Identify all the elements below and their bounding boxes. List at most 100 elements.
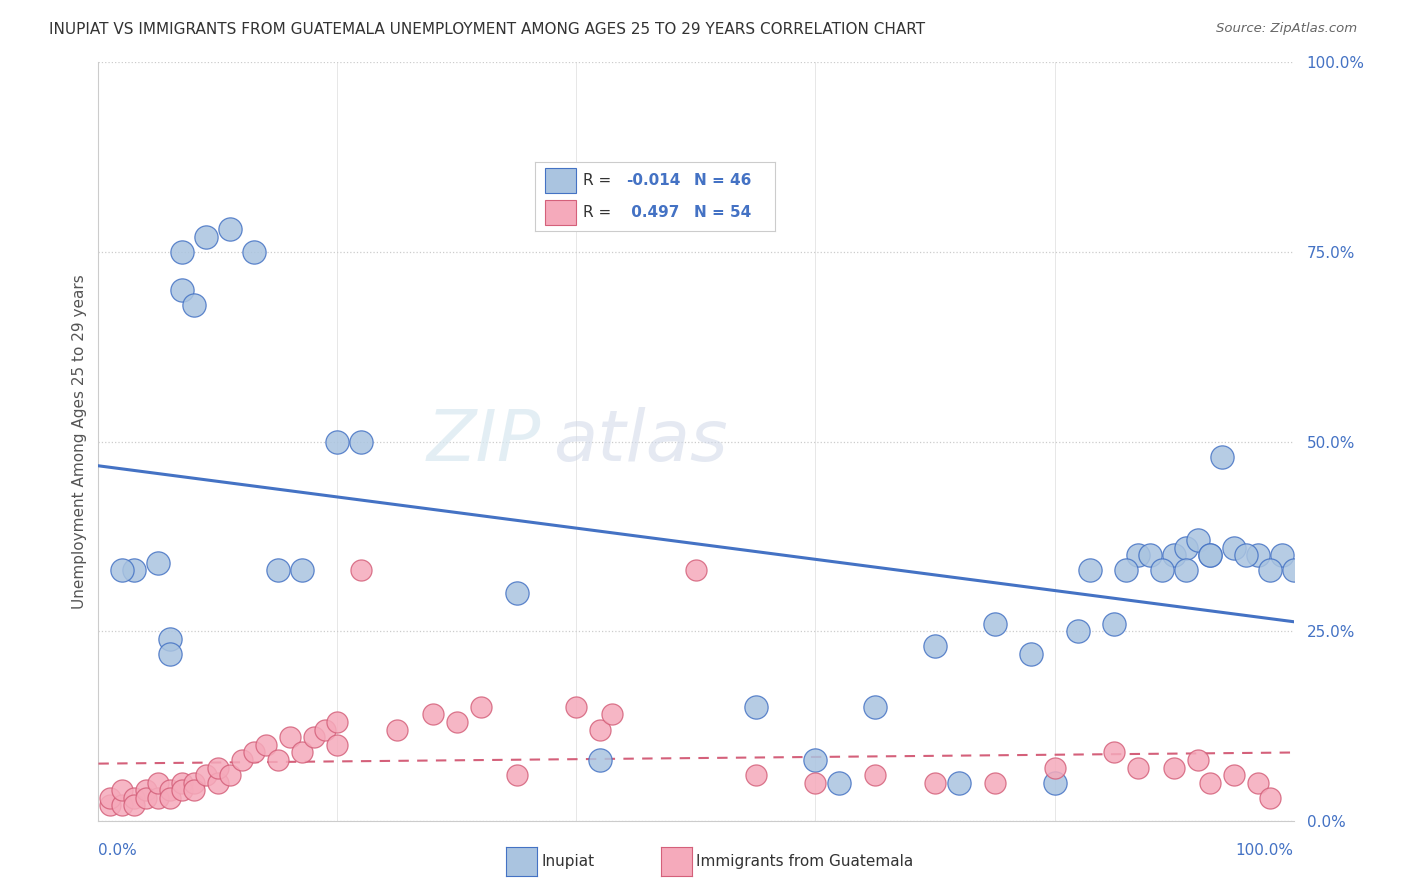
Point — [326, 715, 349, 730]
Point — [219, 222, 242, 236]
Text: N = 54: N = 54 — [693, 205, 751, 220]
Point — [685, 564, 707, 578]
Text: N = 46: N = 46 — [693, 173, 751, 188]
Point — [1211, 450, 1233, 464]
Bar — [546, 201, 576, 225]
Point — [828, 776, 851, 790]
Point — [243, 244, 266, 259]
Point — [506, 586, 529, 600]
Point — [98, 798, 122, 813]
Point — [1104, 616, 1126, 631]
Point — [159, 632, 181, 646]
Point — [135, 783, 157, 797]
Point — [1152, 564, 1174, 578]
Point — [254, 738, 277, 752]
Point — [148, 776, 170, 790]
Point — [422, 707, 444, 722]
Point — [350, 434, 373, 449]
Point — [111, 798, 134, 813]
Point — [302, 730, 325, 744]
Point — [1115, 564, 1137, 578]
Point — [207, 776, 229, 790]
Point — [1187, 753, 1209, 767]
Point — [172, 283, 194, 297]
Point — [159, 647, 181, 661]
Point — [231, 753, 253, 767]
Point — [124, 798, 146, 813]
Point — [1271, 548, 1294, 563]
Text: 0.497: 0.497 — [627, 205, 681, 220]
Point — [326, 434, 349, 449]
Point — [291, 564, 314, 578]
Text: -0.014: -0.014 — [627, 173, 681, 188]
Point — [1175, 564, 1198, 578]
Point — [1247, 548, 1270, 563]
Point — [291, 746, 314, 760]
Point — [1187, 533, 1209, 547]
Text: Source: ZipAtlas.com: Source: ZipAtlas.com — [1216, 22, 1357, 36]
Point — [111, 783, 134, 797]
Point — [1019, 647, 1042, 661]
Point — [183, 783, 205, 797]
Point — [124, 564, 146, 578]
Point — [1043, 776, 1066, 790]
Point — [124, 791, 146, 805]
Point — [948, 776, 970, 790]
Point — [1139, 548, 1161, 563]
Point — [195, 229, 218, 244]
Point — [924, 776, 946, 790]
Point — [219, 768, 242, 782]
Point — [865, 768, 887, 782]
Point — [1223, 768, 1246, 782]
Point — [159, 791, 181, 805]
Point — [172, 244, 194, 259]
Point — [1080, 564, 1102, 578]
Text: R =: R = — [583, 173, 616, 188]
Point — [98, 791, 122, 805]
Point — [602, 707, 624, 722]
Point — [1223, 541, 1246, 555]
Text: R =: R = — [583, 205, 616, 220]
Point — [446, 715, 468, 730]
Point — [385, 723, 409, 737]
Point — [172, 783, 194, 797]
Point — [172, 776, 194, 790]
Point — [207, 760, 229, 774]
Text: atlas: atlas — [553, 407, 727, 476]
Point — [159, 783, 181, 797]
Text: Inupiat: Inupiat — [541, 855, 595, 869]
Point — [1175, 541, 1198, 555]
Point — [326, 738, 349, 752]
Point — [804, 776, 827, 790]
Point — [1199, 548, 1222, 563]
Point — [111, 564, 134, 578]
Text: 100.0%: 100.0% — [1236, 844, 1294, 858]
Point — [1234, 548, 1257, 563]
Point — [506, 768, 529, 782]
Point — [183, 776, 205, 790]
Point — [589, 723, 612, 737]
Point — [1247, 776, 1270, 790]
Point — [183, 298, 205, 312]
Text: ZIP: ZIP — [426, 407, 541, 476]
Point — [135, 791, 157, 805]
Point — [315, 723, 337, 737]
Point — [1199, 548, 1222, 563]
Point — [1258, 564, 1281, 578]
Point — [1282, 564, 1305, 578]
Point — [865, 699, 887, 714]
Point — [470, 699, 492, 714]
Text: 0.0%: 0.0% — [98, 844, 138, 858]
Text: INUPIAT VS IMMIGRANTS FROM GUATEMALA UNEMPLOYMENT AMONG AGES 25 TO 29 YEARS CORR: INUPIAT VS IMMIGRANTS FROM GUATEMALA UNE… — [49, 22, 925, 37]
Y-axis label: Unemployment Among Ages 25 to 29 years: Unemployment Among Ages 25 to 29 years — [72, 274, 87, 609]
Point — [745, 699, 768, 714]
Point — [148, 791, 170, 805]
Point — [984, 776, 1007, 790]
Point — [1163, 760, 1185, 774]
Point — [267, 564, 290, 578]
Point — [565, 699, 588, 714]
Point — [1258, 791, 1281, 805]
Bar — [546, 169, 576, 193]
Point — [1128, 548, 1150, 563]
Text: Immigrants from Guatemala: Immigrants from Guatemala — [696, 855, 914, 869]
